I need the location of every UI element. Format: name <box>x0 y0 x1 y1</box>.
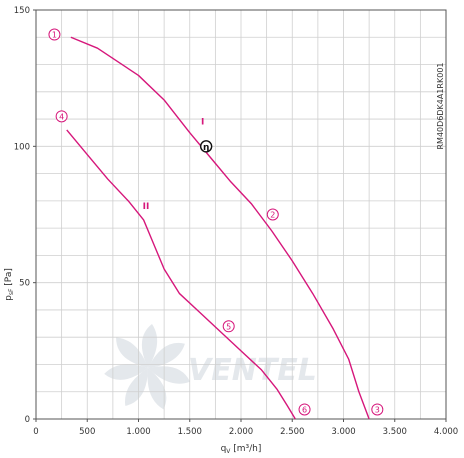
chart-markers: 1 2 3 4 5 6 η <box>48 28 384 416</box>
point-marker-circle <box>55 110 68 123</box>
fan-blade-shape <box>147 368 167 410</box>
y-tick-label: 50 <box>19 279 30 289</box>
point-marker-circle <box>222 320 235 333</box>
point-marker-label: 6 <box>302 405 307 414</box>
point-marker-label: 5 <box>226 322 231 331</box>
x-axis-title: qV [m³/h] <box>221 444 262 455</box>
y-tick-label: 100 <box>14 142 30 152</box>
fan-blade-shape <box>116 337 148 368</box>
operating-point-label: η <box>203 143 209 153</box>
fan-curve-2 <box>66 129 296 420</box>
operating-point-circle <box>199 140 213 153</box>
y-tick-label: 0 <box>25 415 30 425</box>
x-tick-label: 500 <box>79 427 95 437</box>
point-marker-label: 2 <box>270 211 275 220</box>
point-marker-circle <box>298 403 311 416</box>
fan-curve-1 <box>70 36 370 420</box>
ventel-watermark: VENTEL <box>104 324 317 410</box>
x-tick-label: 0 <box>33 427 38 437</box>
y-axis-title: psF [Pa] <box>4 268 15 301</box>
y-tick-label: 150 <box>14 6 30 16</box>
model-code-label: RM40D6DK4A1RK001 <box>436 62 445 149</box>
point-marker-circle <box>371 403 384 416</box>
point-marker-circle <box>48 28 61 41</box>
point-marker-label: 1 <box>52 31 57 40</box>
x-tick-label: 1.000 <box>126 427 150 437</box>
chart-series: III <box>66 36 370 420</box>
curve-label-1: I <box>201 118 204 128</box>
curve-label-2: II <box>143 202 150 212</box>
x-tick-label: 1.500 <box>178 427 202 437</box>
fan-blade-shape <box>148 366 191 384</box>
fan-blade-shape <box>104 364 148 380</box>
x-tick-label: 4.000 <box>434 427 458 437</box>
fan-blade-shape <box>141 324 158 368</box>
point-marker-circle <box>266 208 279 221</box>
x-tick-label: 3.000 <box>331 427 355 437</box>
chart-grid <box>35 9 447 420</box>
x-tick-label: 2.000 <box>229 427 253 437</box>
fan-blade-shape <box>125 368 148 406</box>
chart-axes: 0 500 1.000 1.500 2.000 2.500 3.000 3.500 4.000 0… <box>4 6 458 455</box>
x-tick-label: 3.500 <box>383 427 407 437</box>
point-marker-label: 3 <box>375 405 380 414</box>
point-marker-label: 4 <box>59 112 64 121</box>
x-tick-label: 2.500 <box>280 427 304 437</box>
fan-blade-shape <box>148 342 185 368</box>
watermark-logo-text: VENTEL <box>188 353 317 388</box>
